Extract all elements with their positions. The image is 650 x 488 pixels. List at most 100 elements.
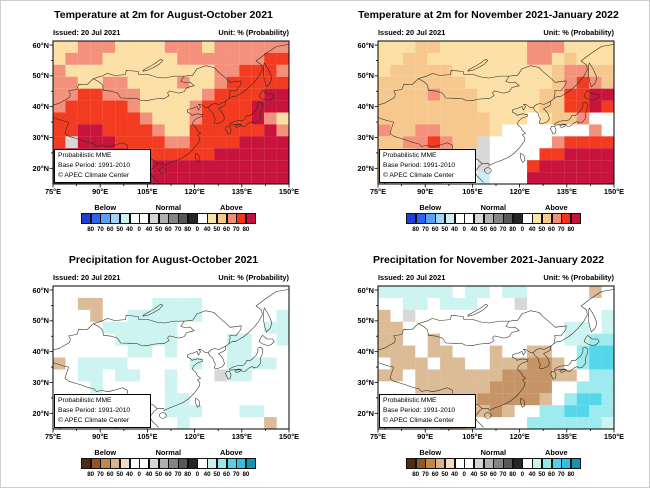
y-axis-tick-label: 20°N <box>357 408 374 418</box>
grid-cell <box>440 345 453 358</box>
grid-cell <box>102 52 116 65</box>
unit-label: Unit: % (Probability) <box>218 28 289 37</box>
grid-cell <box>115 64 128 77</box>
grid-cell <box>276 88 290 101</box>
grid-cell <box>115 112 128 125</box>
grid-cell <box>276 76 290 89</box>
colorbar-value-label: 40 <box>145 226 153 233</box>
grid-cell <box>53 64 66 77</box>
grid-cell <box>177 393 190 406</box>
grid-cell <box>514 41 528 53</box>
colorbar-value-label: 70 <box>557 471 565 478</box>
issued-label: Issued: 20 Jul 2021 <box>53 28 121 37</box>
grid-cell <box>576 357 590 370</box>
colorbar-value-label: 80 <box>509 226 517 233</box>
grid-cell <box>177 405 190 418</box>
colorbar-box <box>245 213 257 224</box>
grid-cell <box>264 148 277 161</box>
grid-cell <box>390 64 403 77</box>
inset-line: Base Period: 1991-2010 <box>58 406 131 414</box>
grid-cell <box>477 160 490 173</box>
grid-cell <box>601 381 615 394</box>
grid-cell <box>576 88 590 101</box>
grid-cell <box>564 148 577 161</box>
colorbar-value-label: 0 <box>520 471 525 478</box>
grid-cell <box>251 88 265 101</box>
grid-cell <box>477 100 490 113</box>
colorbar-box <box>245 458 257 469</box>
colorbar-value-label: 80 <box>567 471 575 478</box>
grid-cell <box>427 369 441 382</box>
grid-cell <box>551 357 565 370</box>
grid-cell <box>514 393 528 406</box>
grid-cell <box>564 64 577 77</box>
grid-cell <box>378 345 391 358</box>
colorbar-value-label: 70 <box>232 226 240 233</box>
grid-cell <box>527 369 540 382</box>
panel-title: Temperature at 2m for November 2021-Janu… <box>358 9 619 21</box>
colorbar-value-label: 50 <box>538 226 546 233</box>
grid-cell <box>77 124 91 137</box>
y-axis-tick-label: 50°N <box>357 316 374 326</box>
grid-cell <box>214 64 227 77</box>
grid-cell <box>489 41 503 53</box>
grid-cell <box>477 76 490 89</box>
grid-cell <box>440 357 453 370</box>
grid-cell <box>601 345 615 358</box>
grid-cell <box>601 88 615 101</box>
grid-cell <box>214 124 227 137</box>
grid-cell <box>564 88 577 101</box>
grid-cell <box>589 124 602 137</box>
grid-cell <box>127 136 140 149</box>
grid-cell <box>226 160 240 173</box>
grid-cell <box>464 41 478 53</box>
grid-cell <box>77 297 91 310</box>
grid-cell <box>139 309 153 322</box>
grid-cell <box>90 124 103 137</box>
x-axis-tick-label: 150°E <box>603 187 625 196</box>
grid-cell <box>464 124 478 137</box>
colorbar-value-label: 50 <box>116 471 124 478</box>
grid-cell <box>502 88 515 101</box>
grid-cell <box>214 148 227 161</box>
grid-cell <box>514 357 528 370</box>
colorbar-value-label: 60 <box>548 226 555 233</box>
x-axis-tick-label: 105°E <box>137 432 158 441</box>
grid-cell <box>239 405 252 418</box>
grid-cell <box>90 64 103 77</box>
grid-cell <box>551 41 565 53</box>
grid-cell <box>601 321 615 334</box>
colorbar-value-label: 70 <box>96 471 104 478</box>
grid-cell <box>527 76 540 89</box>
grid-cell <box>489 112 503 125</box>
colorbar-value-label: 0 <box>137 226 141 233</box>
grid-cell <box>139 124 153 137</box>
grid-cell <box>115 333 128 346</box>
colorbar-value-label: 40 <box>470 471 478 478</box>
grid-cell <box>402 100 416 113</box>
grid-cell <box>152 160 165 173</box>
grid-cell <box>551 136 565 149</box>
grid-cell <box>90 309 103 322</box>
x-axis-tick-label: 90°E <box>92 432 109 441</box>
colorbar-value-label: 0 <box>137 471 141 478</box>
colorbar-precipitation: Below Normal Above 80 70 60 50 40 0 40 50 60 70 80 0 40… <box>81 448 259 486</box>
colorbar-section-label: Normal <box>155 203 182 212</box>
grid-cell <box>589 64 602 77</box>
colorbar-section-label: Normal <box>480 448 507 457</box>
grid-cell <box>514 88 528 101</box>
grid-cell <box>390 112 403 125</box>
grid-cell <box>276 124 290 137</box>
colorbar-value-label: 60 <box>164 471 172 478</box>
y-axis-tick-label: 30°N <box>32 132 49 142</box>
grid-cell <box>527 381 540 394</box>
grid-cell <box>427 381 441 394</box>
colorbar-value-label: 70 <box>421 471 429 478</box>
map-inset-credit: Probabilistic MME Base Period: 1991-2010… <box>379 394 476 428</box>
grid-cell <box>390 357 403 370</box>
y-axis-tick-label: 60°N <box>32 285 49 295</box>
grid-cell <box>164 76 178 89</box>
panel-temperature-nov-jan: Temperature at 2m for November 2021-Janu… <box>326 1 649 245</box>
inset-line: Base Period: 1991-2010 <box>58 161 131 169</box>
colorbar-value-label: 50 <box>441 226 449 233</box>
